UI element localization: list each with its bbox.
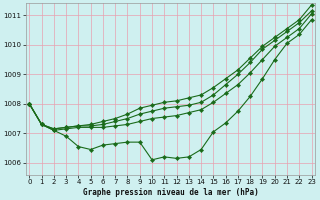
X-axis label: Graphe pression niveau de la mer (hPa): Graphe pression niveau de la mer (hPa) [83,188,258,197]
